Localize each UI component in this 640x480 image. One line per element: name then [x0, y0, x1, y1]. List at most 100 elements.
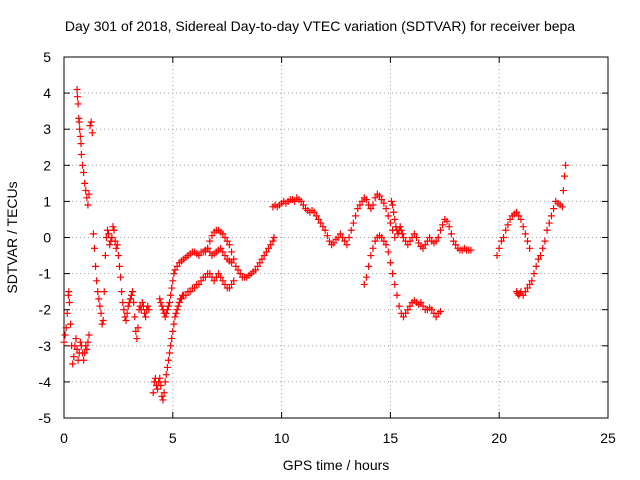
data-point: [204, 244, 212, 252]
data-point: [397, 226, 405, 234]
data-point: [94, 288, 102, 296]
data-point: [85, 190, 93, 198]
data-point: [389, 201, 397, 209]
data-point: [539, 244, 547, 252]
data-point: [61, 331, 69, 339]
data-point: [504, 221, 512, 229]
data-point: [310, 208, 318, 216]
data-point: [519, 223, 527, 231]
data-point: [386, 219, 394, 227]
data-point: [73, 93, 81, 101]
y-tick-label: 4: [43, 85, 51, 101]
data-point: [97, 309, 105, 317]
data-point: [88, 129, 96, 137]
data-point: [217, 244, 225, 252]
data-point: [386, 259, 394, 267]
y-tick-label: -4: [39, 374, 52, 390]
data-point: [120, 306, 128, 314]
data-point: [336, 230, 344, 238]
data-point: [384, 212, 392, 220]
data-point: [345, 234, 353, 241]
data-point: [182, 291, 190, 299]
data-point: [291, 197, 299, 205]
data-point: [155, 378, 163, 386]
data-point: [562, 161, 570, 169]
data-point: [258, 255, 266, 263]
data-point: [367, 205, 375, 213]
series-s8: [360, 232, 444, 321]
data-point: [62, 324, 70, 332]
data-point: [560, 172, 568, 180]
data-point: [219, 230, 227, 238]
data-point: [547, 212, 555, 220]
data-point: [365, 262, 373, 270]
data-point: [76, 125, 84, 133]
series-s1: [60, 288, 93, 368]
data-point: [228, 259, 236, 267]
data-point: [378, 234, 386, 241]
data-point: [126, 295, 134, 303]
data-point: [371, 237, 379, 245]
data-point: [362, 196, 370, 204]
series-s9: [387, 197, 475, 254]
data-point: [106, 241, 114, 249]
series-s10: [493, 208, 534, 260]
data-point: [262, 248, 270, 256]
series-s2: [73, 85, 96, 209]
data-point: [173, 262, 181, 270]
data-point: [98, 320, 106, 328]
data-point: [168, 335, 176, 343]
data-point: [92, 262, 100, 270]
data-point: [371, 194, 379, 202]
data-point: [121, 313, 129, 321]
data-point: [367, 252, 375, 260]
data-point: [217, 273, 225, 281]
data-point: [77, 150, 85, 158]
data-point: [380, 199, 388, 207]
data-point: [325, 237, 333, 245]
data-point: [75, 118, 83, 126]
data-point: [206, 237, 214, 245]
data-point: [452, 241, 460, 249]
data-point: [166, 349, 174, 357]
data-point: [432, 237, 440, 245]
data-point: [530, 270, 538, 278]
data-point: [67, 320, 75, 328]
data-point: [362, 273, 370, 281]
data-point: [93, 277, 101, 285]
data-point: [65, 288, 73, 296]
data-point: [134, 324, 142, 332]
data-point: [186, 288, 194, 296]
data-point: [543, 226, 551, 234]
data-point: [201, 248, 209, 256]
data-point: [131, 313, 139, 321]
data-point: [256, 259, 264, 267]
data-point: [428, 306, 436, 314]
data-point: [382, 241, 390, 249]
data-point: [398, 230, 406, 238]
x-tick-label: 25: [600, 430, 616, 446]
data-point: [167, 291, 175, 299]
data-point: [83, 194, 91, 202]
data-point: [154, 385, 162, 393]
y-tick-label: 3: [43, 121, 51, 137]
data-point: [174, 302, 182, 310]
data-point: [265, 244, 273, 252]
data-point: [312, 212, 320, 220]
data-point: [447, 230, 455, 238]
data-point: [396, 223, 404, 231]
data-point: [521, 230, 529, 238]
data-point: [395, 302, 403, 310]
data-point: [349, 219, 357, 227]
data-point: [195, 252, 203, 260]
series-s6: [201, 226, 278, 281]
data-point: [450, 237, 458, 245]
data-point: [523, 237, 531, 245]
data-point: [419, 302, 427, 310]
data-point: [415, 239, 423, 247]
data-point: [426, 234, 434, 241]
data-point: [95, 295, 103, 303]
data-point: [219, 277, 227, 285]
y-tick-label: -1: [39, 266, 52, 282]
x-tick-label: 0: [60, 430, 68, 446]
